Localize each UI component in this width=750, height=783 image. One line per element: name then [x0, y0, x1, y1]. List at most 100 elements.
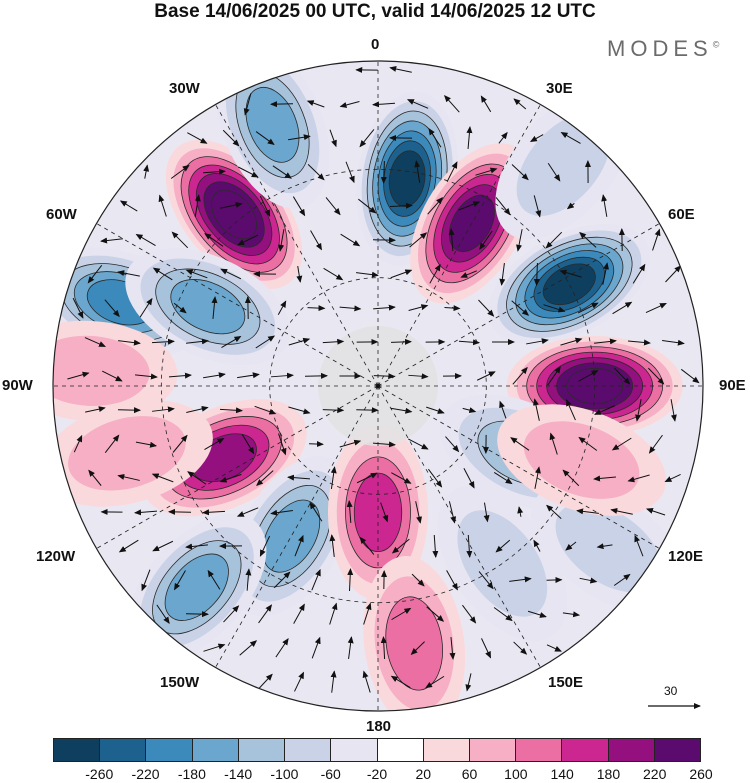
wind-arrow	[204, 437, 225, 450]
wind-arrow	[87, 264, 103, 284]
wind-arrow	[665, 265, 682, 283]
wind-arrow	[432, 534, 439, 558]
wind-arrow	[270, 509, 293, 516]
wind-arrow	[445, 436, 460, 453]
wind-arrow	[560, 132, 581, 144]
wind-arrow	[493, 471, 513, 485]
wind-arrow	[562, 469, 580, 487]
wind-arrow	[664, 473, 681, 483]
wind-arrow	[219, 407, 243, 414]
wind-arrow	[448, 228, 455, 252]
wind-arrow	[493, 607, 513, 622]
wind-arrow	[680, 368, 700, 384]
wind-arrow	[322, 407, 345, 414]
wind-arrow	[152, 267, 173, 281]
colorbar-segment	[100, 739, 147, 761]
wind-arrow	[511, 164, 529, 181]
wind-arrow	[444, 305, 461, 312]
wind-arrow	[203, 643, 226, 652]
colorbar-segment	[146, 739, 193, 761]
wind-arrow	[325, 197, 341, 216]
wind-arrow	[359, 536, 375, 555]
wind-arrow	[614, 367, 631, 385]
colorbar-tick-label: -140	[224, 766, 253, 782]
wind-arrow	[241, 434, 255, 455]
wind-arrow	[533, 262, 540, 286]
wind-arrow	[645, 303, 667, 313]
chart-title: Base 14/06/2025 00 UTC, valid 14/06/2025…	[154, 1, 596, 22]
wind-arrow	[340, 233, 361, 247]
wind-arrow	[104, 434, 120, 453]
wind-arrow	[237, 166, 259, 178]
wind-arrow	[118, 339, 141, 346]
wind-arrow	[415, 501, 422, 524]
brand-mark: ©	[712, 39, 720, 50]
wind-arrow	[511, 300, 530, 316]
wind-arrow	[152, 406, 175, 413]
wind-arrow	[346, 500, 353, 524]
wind-arrow	[359, 129, 375, 148]
wind-arrow	[358, 198, 377, 214]
wind-arrow	[533, 195, 542, 218]
wind-arrow	[578, 370, 599, 382]
wind-arrow	[323, 267, 344, 281]
wind-arrow	[610, 508, 633, 515]
wind-arrow	[362, 670, 371, 693]
wind-arrow	[356, 472, 378, 484]
wind-arrow	[173, 302, 187, 314]
meridian-line	[377, 223, 660, 387]
wind-arrow	[594, 338, 617, 345]
wind-arrow	[391, 607, 412, 621]
wind-arrow	[428, 127, 442, 148]
wind-arrow	[330, 466, 337, 489]
wind-arrow	[117, 270, 140, 277]
colorbar-tick-label: 260	[689, 766, 713, 782]
wind-arrow	[236, 507, 259, 517]
wind-arrow	[516, 229, 523, 252]
lon-label-30e: 30E	[546, 80, 573, 97]
wind-arrow	[287, 474, 311, 481]
wind-arrow	[135, 441, 158, 448]
lon-label-60e: 60E	[668, 206, 695, 223]
wind-arrow	[389, 202, 413, 209]
colorbar-segment	[654, 739, 701, 761]
wind-arrow	[356, 271, 379, 278]
wind-arrow	[408, 373, 429, 380]
wind-arrow	[221, 335, 242, 348]
wind-arrow	[559, 269, 582, 278]
lon-label-90w: 90W	[2, 377, 33, 394]
wind-arrow	[187, 471, 207, 485]
lon-label-120w: 120W	[36, 548, 76, 565]
anomaly-center	[229, 455, 354, 617]
wind-arrow	[414, 160, 421, 183]
wind-arrow	[460, 270, 477, 278]
wind-arrow	[270, 101, 294, 108]
wind-arrow	[278, 229, 285, 252]
wind-arrow	[255, 335, 276, 349]
wind-arrow	[171, 231, 189, 249]
anomaly-center	[437, 485, 568, 642]
wind-arrow	[566, 399, 576, 421]
wind-arrow	[222, 129, 240, 147]
graticule	[53, 61, 703, 711]
colorbar-tick-label: -20	[366, 766, 388, 782]
wind-arrow	[309, 501, 323, 522]
wind-arrow	[118, 539, 139, 553]
wind-arrow	[174, 570, 186, 591]
wind-arrow	[627, 339, 651, 346]
wind-arrow	[345, 161, 355, 184]
colorbar-segment	[562, 739, 609, 761]
wind-arrow	[373, 304, 396, 311]
wind-arrow	[634, 534, 644, 557]
meridian-line	[215, 104, 379, 387]
wind-arrow	[533, 398, 540, 421]
wind-arrow	[446, 570, 458, 591]
wind-arrow	[273, 571, 291, 589]
wind-arrow	[645, 508, 666, 516]
colorbar-segment	[377, 739, 424, 761]
wind-arrow	[185, 611, 209, 618]
pole-marker	[375, 383, 381, 389]
wind-arrow	[425, 675, 445, 689]
wind-arrow	[465, 673, 472, 692]
anomaly-center	[53, 399, 213, 507]
